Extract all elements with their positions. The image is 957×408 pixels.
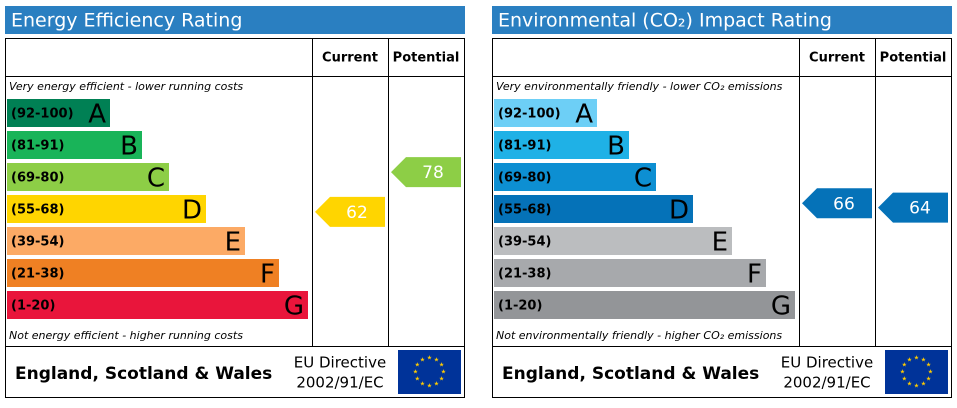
band-range: (69-80) [498,171,551,186]
flag-star: ★ [434,381,439,388]
band-range: (21-38) [498,267,551,282]
flag-star: ★ [921,356,926,363]
band-letter: A [88,100,106,130]
band-letter: E [712,228,728,258]
rating-band [7,131,142,159]
band-letter: G [284,292,304,322]
flag-star: ★ [439,376,444,383]
rating-value: 64 [909,199,931,219]
rating-band [494,227,732,255]
flag-star: ★ [902,362,907,369]
rating-band [494,291,795,319]
rating-arrow [315,196,385,227]
panel-title: Environmental (CO₂) Impact Rating [498,10,832,32]
top-note: Very energy efficient - lower running co… [9,80,243,93]
band-letter: C [147,164,165,194]
band-range: (39-54) [11,235,64,250]
flag-star: ★ [914,355,919,362]
rating-band [494,99,597,127]
flag-star: ★ [921,381,926,388]
flag-star: ★ [914,383,919,390]
eu-flag [885,350,948,394]
flag-star: ★ [439,362,444,369]
title-bar [492,6,952,34]
column-header: Potential [880,51,947,66]
rating-value: 66 [833,194,855,214]
panel-title: Energy Efficiency Rating [11,10,242,32]
column-header: Potential [393,51,460,66]
title-bar [5,6,465,34]
band-range: (69-80) [11,171,64,186]
rating-panel: Environmental (CO₂) Impact Rating Current… [492,6,952,398]
band-range: (55-68) [498,203,551,218]
rating-arrow [802,188,872,219]
band-letter: A [575,100,593,130]
footer-region: England, Scotland & Wales [502,364,759,384]
frame [492,38,952,398]
rating-panel: Energy Efficiency Rating Current Potential… [5,6,465,398]
band-range: (1-20) [11,299,55,314]
band-range: (1-20) [498,299,542,314]
rating-band [7,99,110,127]
rating-band [494,163,656,191]
frame [5,38,465,398]
band-letter: D [182,196,202,226]
flag-star: ★ [441,369,446,376]
band-range: (55-68) [11,203,64,218]
rating-arrow [878,192,948,223]
top-note: Very environmentally friendly - lower CO… [496,80,783,93]
rating-value: 78 [422,163,444,183]
band-letter: D [669,196,689,226]
flag-star: ★ [907,356,912,363]
rating-value: 62 [346,203,368,223]
band-letter: G [771,292,791,322]
flag-star: ★ [434,356,439,363]
flag-star: ★ [926,362,931,369]
band-range: (81-91) [498,139,551,154]
band-letter: C [634,164,652,194]
footer-directive: EU Directive [294,354,386,372]
rating-band [494,259,766,287]
rating-band [7,291,308,319]
band-letter: F [260,260,275,290]
rating-band [7,195,206,223]
flag-star: ★ [902,376,907,383]
flag-star: ★ [907,381,912,388]
flag-star: ★ [420,381,425,388]
band-range: (81-91) [11,139,64,154]
flag-star: ★ [413,369,418,376]
band-letter: B [120,132,138,162]
rating-band [7,227,245,255]
flag-star: ★ [427,355,432,362]
rating-band [494,195,693,223]
rating-arrow [391,157,461,188]
band-range: (39-54) [498,235,551,250]
flag-star: ★ [415,362,420,369]
flag-star: ★ [928,369,933,376]
column-header: Current [322,51,378,66]
flag-star: ★ [427,383,432,390]
band-letter: B [607,132,625,162]
flag-star: ★ [926,376,931,383]
band-range: (92-100) [498,107,561,122]
rating-band [7,163,169,191]
band-range: (92-100) [11,107,74,122]
footer-code: 2002/91/EC [296,374,383,392]
column-header: Current [809,51,865,66]
band-letter: F [747,260,762,290]
bottom-note: Not environmentally friendly - higher CO… [496,329,782,342]
rating-band [7,259,279,287]
bottom-note: Not energy efficient - higher running co… [9,329,243,342]
flag-star: ★ [420,356,425,363]
band-range: (21-38) [11,267,64,282]
flag-star: ★ [900,369,905,376]
flag-star: ★ [415,376,420,383]
rating-band [494,131,629,159]
footer-region: England, Scotland & Wales [15,364,272,384]
band-letter: E [225,228,241,258]
footer-directive: EU Directive [781,354,873,372]
eu-flag [398,350,461,394]
footer-code: 2002/91/EC [783,374,870,392]
